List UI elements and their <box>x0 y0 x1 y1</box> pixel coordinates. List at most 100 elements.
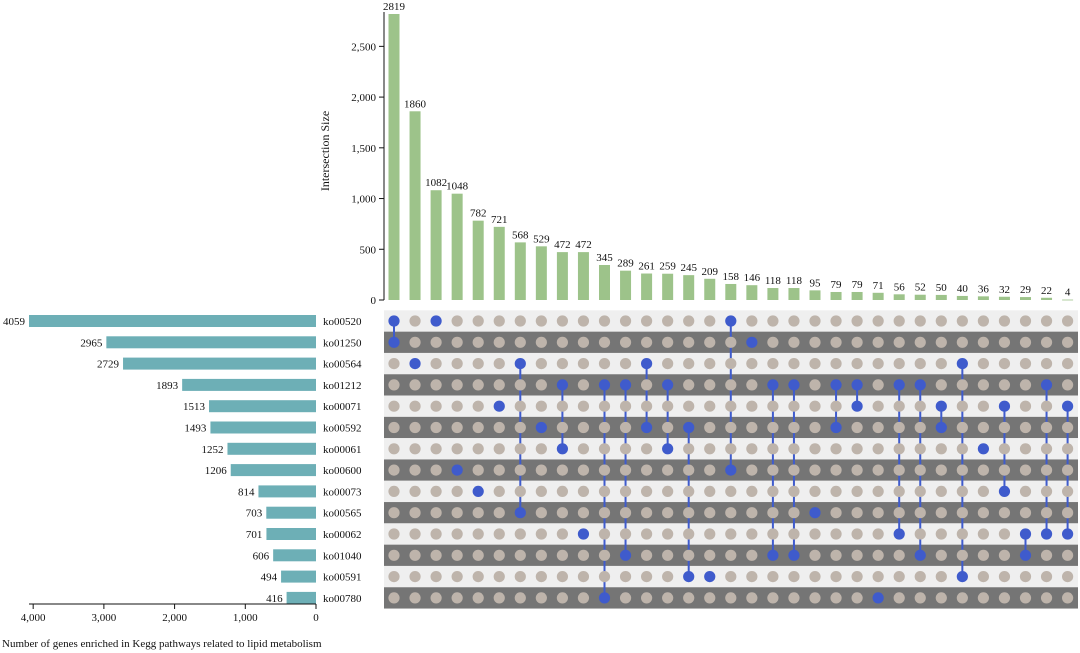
matrix-dot-inactive <box>662 592 674 604</box>
intersection-value-label: 71 <box>873 280 884 292</box>
matrix-dot-inactive <box>977 549 990 561</box>
matrix-dot-inactive <box>641 464 653 476</box>
matrix-dot-inactive <box>409 528 421 540</box>
matrix-dot-inactive <box>746 358 758 370</box>
matrix-dot-inactive <box>746 485 758 497</box>
matrix-dot-inactive <box>409 421 421 434</box>
matrix-dot-active <box>683 571 695 583</box>
matrix-dot-inactive <box>641 528 653 540</box>
matrix-dot-active <box>830 421 842 434</box>
intersection-bars <box>388 14 1074 301</box>
matrix-dot-inactive <box>388 528 400 540</box>
matrix-dot-inactive <box>830 528 842 540</box>
matrix-dot-inactive <box>956 379 968 391</box>
matrix-dot-inactive <box>662 549 674 561</box>
matrix-dot-inactive <box>935 485 947 497</box>
matrix-dot-inactive <box>914 336 926 348</box>
matrix-dot-inactive <box>598 443 611 455</box>
matrix-dot-inactive <box>830 400 842 412</box>
matrix-dot-active <box>998 485 1011 497</box>
matrix-dot-active <box>430 315 442 327</box>
matrix-dot-inactive <box>472 358 484 370</box>
matrix-dot-inactive <box>704 358 716 370</box>
intersection-value-label: 245 <box>680 262 697 274</box>
matrix-dot-inactive <box>725 549 737 561</box>
matrix-dot-inactive <box>809 464 821 476</box>
matrix-dot-active <box>514 358 526 370</box>
matrix-dot-inactive <box>493 443 505 455</box>
matrix-dot-inactive <box>556 549 569 561</box>
matrix-dot-inactive <box>472 549 484 561</box>
matrix-dot-inactive <box>577 443 590 455</box>
matrix-dot-inactive <box>767 358 779 370</box>
matrix-dot-inactive <box>809 592 821 604</box>
matrix-dot-inactive <box>1040 485 1053 497</box>
matrix-dot-active <box>514 507 526 519</box>
matrix-dot-inactive <box>451 315 463 327</box>
matrix-dot-inactive <box>998 421 1011 434</box>
matrix-dot-inactive <box>935 571 947 583</box>
matrix-dot-inactive <box>914 421 926 434</box>
intersection-value-label: 259 <box>659 261 676 273</box>
set-name-label: ko00520 <box>323 316 362 328</box>
matrix-dot-inactive <box>577 592 590 604</box>
matrix-dot-active <box>1062 400 1074 412</box>
matrix-dot-inactive <box>767 464 779 476</box>
matrix-dot-inactive <box>830 592 842 604</box>
matrix-dot-active <box>1062 528 1074 540</box>
set-size-axis: 4,000 3,000 2,000 1,000 0 <box>21 603 319 624</box>
set-name-label: ko01040 <box>323 550 362 562</box>
matrix-dot-inactive <box>809 336 821 348</box>
matrix-dot-inactive <box>977 379 990 391</box>
matrix-dot-inactive <box>683 379 695 391</box>
intersection-value-label: 32 <box>999 284 1010 296</box>
matrix-dot-inactive <box>598 507 611 519</box>
matrix-dot-inactive <box>746 315 758 327</box>
matrix-dot-inactive <box>914 571 926 583</box>
intersection-bar <box>493 226 505 300</box>
intersection-value-label: 568 <box>512 229 529 241</box>
matrix-dot-inactive <box>1040 358 1053 370</box>
matrix-dot-inactive <box>409 507 421 519</box>
matrix-dot-inactive <box>914 592 926 604</box>
intersection-axis-tick-label: 500 <box>360 244 377 256</box>
matrix-dot-inactive <box>493 507 505 519</box>
intersection-bar <box>430 190 442 300</box>
intersection-bar <box>935 294 947 300</box>
matrix-dot-inactive <box>662 336 674 348</box>
matrix-dot-inactive <box>1062 379 1074 391</box>
matrix-dot-active <box>704 571 716 583</box>
matrix-dot-inactive <box>598 549 611 561</box>
matrix-dot-inactive <box>451 592 463 604</box>
set-size-bar <box>230 464 316 477</box>
matrix-dot-inactive <box>430 528 442 540</box>
matrix-dot-inactive <box>893 549 905 561</box>
intersection-value-label: 158 <box>723 271 740 283</box>
matrix-dot-inactive <box>893 400 905 412</box>
matrix-dot-inactive <box>683 549 695 561</box>
intersection-value-label: 56 <box>894 281 906 293</box>
matrix-dot-inactive <box>704 421 716 434</box>
matrix-dot-inactive <box>788 507 800 519</box>
intersection-bar <box>409 111 421 300</box>
matrix-dot-active <box>619 379 632 391</box>
set-size-bar <box>281 570 316 583</box>
matrix-dot-inactive <box>851 571 863 583</box>
set-axis-tick-label: 4,000 <box>21 612 46 624</box>
matrix-dot-inactive <box>577 336 590 348</box>
set-size-bar <box>266 528 316 540</box>
matrix-dot-inactive <box>472 336 484 348</box>
matrix-dot-inactive <box>577 507 590 519</box>
matrix-dot-inactive <box>619 358 632 370</box>
matrix-dot-inactive <box>872 421 884 434</box>
matrix-dot-inactive <box>683 507 695 519</box>
matrix-dot-active <box>641 358 653 370</box>
matrix-dot-inactive <box>998 571 1011 583</box>
matrix-dot-inactive <box>1019 592 1032 604</box>
matrix-dot-inactive <box>956 592 968 604</box>
intersection-value-label: 1048 <box>446 181 469 193</box>
matrix-dot-inactive <box>451 528 463 540</box>
matrix-dot-inactive <box>704 379 716 391</box>
matrix-dot-inactive <box>409 443 421 455</box>
matrix-dot-inactive <box>725 400 737 412</box>
